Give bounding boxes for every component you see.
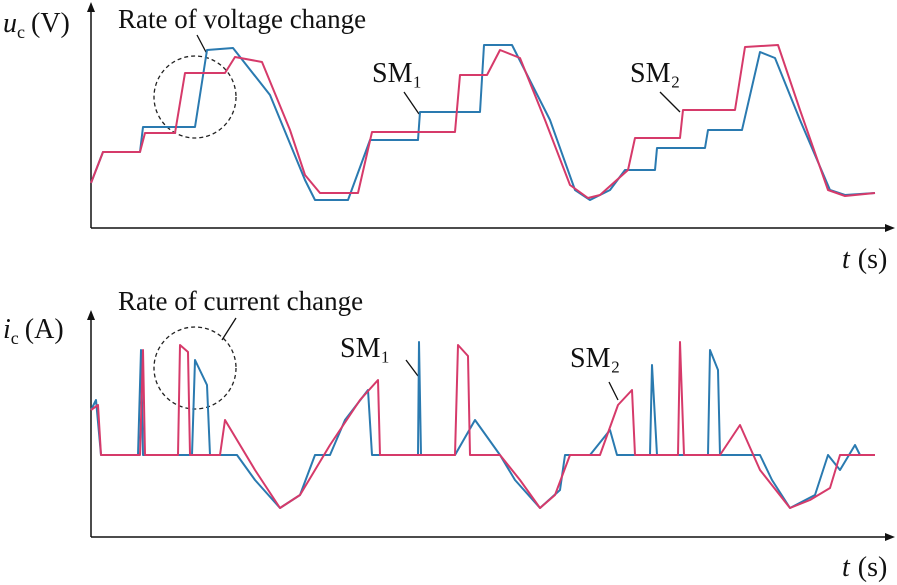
annotation: Rate of current change — [118, 286, 363, 316]
leader — [405, 359, 419, 377]
annotation: Rate of voltage change — [118, 4, 366, 34]
label-symbol: t — [842, 552, 851, 583]
label-symbol: u — [3, 8, 17, 39]
leader — [221, 317, 237, 341]
label-symbol: t — [842, 244, 851, 275]
y-axis-label: ic (A) — [3, 314, 64, 348]
label-unit: (A) — [25, 314, 64, 345]
leader — [659, 91, 681, 113]
label-unit: (V) — [31, 8, 70, 39]
label-unit: (s) — [858, 552, 888, 583]
label-unit: (s) — [858, 244, 888, 275]
y-axis-label: uc (V) — [3, 8, 70, 42]
leader — [403, 91, 420, 115]
series-label: SM₂ — [570, 343, 620, 374]
leader — [196, 34, 208, 55]
series-line — [90, 341, 875, 509]
arrow — [885, 533, 895, 541]
axes-top — [87, 2, 895, 232]
highlight-circle — [153, 55, 237, 139]
label-subscript: c — [11, 328, 19, 348]
series-label: SM₂ — [630, 58, 680, 89]
highlight-circle — [153, 326, 237, 410]
series-line — [90, 44, 876, 201]
label-symbol: i — [3, 314, 11, 345]
arrow — [885, 224, 895, 232]
label-subscript: c — [17, 22, 25, 42]
series-label: SM₁ — [340, 333, 390, 364]
arrow — [87, 310, 95, 320]
series-label: SM₁ — [372, 58, 422, 89]
x-axis-label: t (s) — [842, 552, 887, 583]
x-axis-label: t (s) — [842, 244, 887, 275]
arrow — [87, 2, 95, 12]
series-line — [90, 44, 876, 199]
leader — [608, 381, 619, 401]
callouts — [153, 55, 237, 410]
leader-lines — [196, 34, 681, 401]
axes-bottom — [87, 310, 895, 541]
subplot: ic (A) t (s) Rate of current change SM₁ SM₂ — [3, 286, 887, 583]
series-line — [90, 341, 875, 509]
